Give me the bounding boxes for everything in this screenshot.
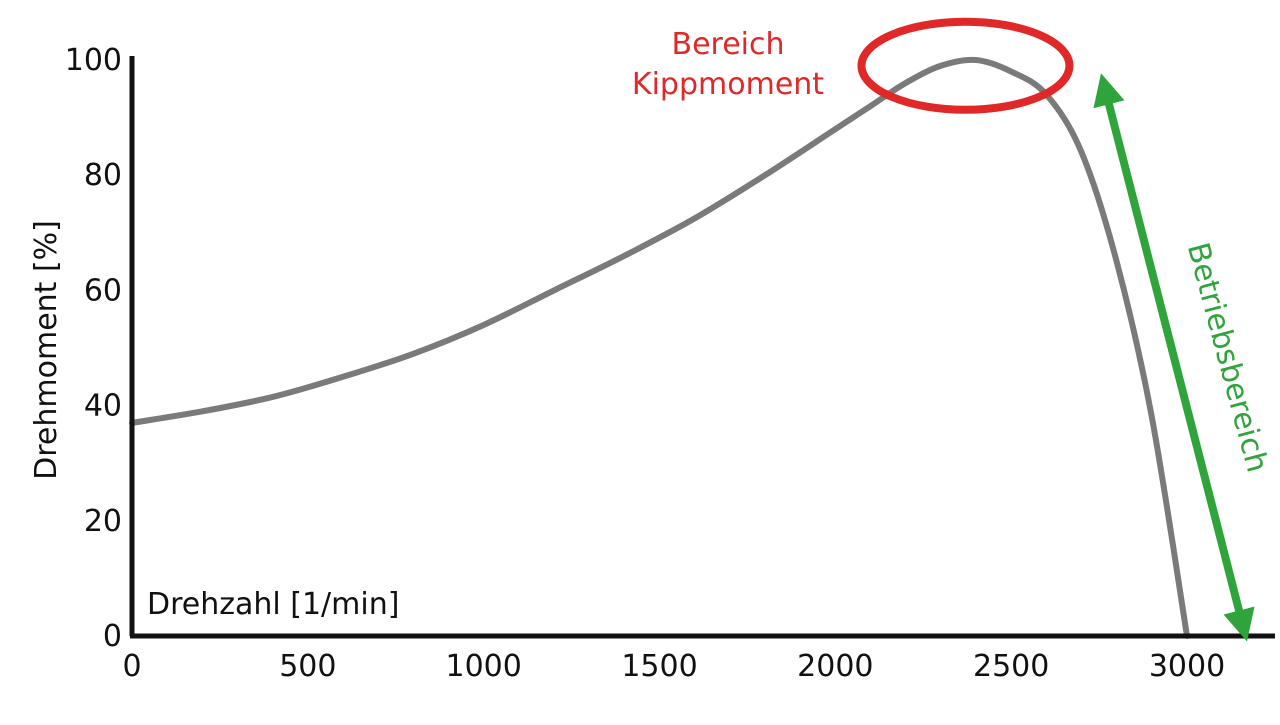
x-tick-label: 0 [122, 649, 141, 684]
kippmoment-label-line1: Bereich [671, 27, 784, 62]
betriebsbereich-arrow [1093, 73, 1255, 642]
torque-curve [129, 56, 1190, 639]
y-tick-label: 40 [84, 389, 122, 424]
kippmoment-label-line2: Kippmoment [632, 67, 824, 102]
x-tick-label: 3000 [1149, 649, 1225, 684]
y-tick-label: 80 [84, 158, 122, 193]
kippmoment-highlight-ellipse [857, 17, 1074, 114]
x-tick-label: 1000 [445, 649, 521, 684]
x-tick-label: 1500 [621, 649, 697, 684]
y-tick-label: 60 [84, 273, 122, 308]
x-tick-label: 2000 [797, 649, 873, 684]
x-axis-title: Drehzahl [1/min] [147, 587, 399, 622]
y-tick-label: 0 [103, 619, 122, 654]
x-tick-label: 2500 [973, 649, 1049, 684]
x-tick-label: 500 [279, 649, 336, 684]
y-axis-title: Drehmoment [%] [29, 220, 64, 480]
y-tick-label: 100 [65, 43, 122, 78]
y-tick-label: 20 [84, 504, 122, 539]
